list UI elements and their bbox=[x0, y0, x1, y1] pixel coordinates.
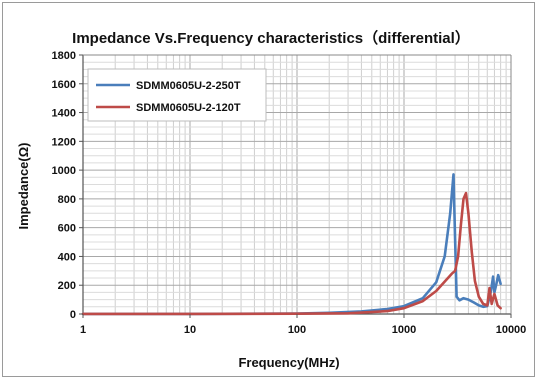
series-line-1 bbox=[81, 173, 502, 316]
y-tick-label: 200 bbox=[58, 280, 76, 292]
y-tick-label: 1200 bbox=[52, 136, 76, 148]
y-tick-label: 1000 bbox=[52, 165, 76, 177]
x-tick-label: 1 bbox=[80, 324, 86, 336]
legend: SDMM0605U-2-250T SDMM0605U-2-120T bbox=[87, 68, 267, 122]
x-tick-label: 10000 bbox=[496, 324, 527, 336]
y-tick-label: 1600 bbox=[52, 79, 76, 91]
chart-frame: Impedance Vs.Frequency characteristics（d… bbox=[2, 2, 535, 377]
y-tick-label: 0 bbox=[70, 309, 76, 321]
legend-box bbox=[87, 68, 267, 122]
legend-entry-1: SDMM0605U-2-250T bbox=[136, 80, 241, 92]
y-tick-label: 1400 bbox=[52, 108, 76, 120]
chart-title: Impedance Vs.Frequency characteristics（d… bbox=[72, 29, 470, 47]
x-tick-label: 100 bbox=[288, 324, 306, 336]
impedance-chart: Impedance Vs.Frequency characteristics（d… bbox=[16, 29, 527, 370]
y-tick-label: 1800 bbox=[52, 50, 76, 62]
x-tick-label: 10 bbox=[184, 324, 196, 336]
x-tick-label: 1000 bbox=[392, 324, 416, 336]
y-tick-label: 400 bbox=[58, 251, 76, 263]
ticks: 0 200 400 600 800 1000 1200 1400 1600 1800 1 10 100 1… bbox=[52, 50, 527, 336]
grid bbox=[82, 54, 511, 315]
y-tick-label: 800 bbox=[58, 194, 76, 206]
y-axis-label: Impedance(Ω) bbox=[16, 143, 31, 230]
series-layer bbox=[81, 173, 502, 316]
legend-entry-2: SDMM0605U-2-120T bbox=[136, 102, 241, 114]
x-axis-label: Frequency(MHz) bbox=[238, 355, 339, 370]
y-tick-label: 600 bbox=[58, 223, 76, 235]
series-line-2 bbox=[81, 191, 502, 316]
